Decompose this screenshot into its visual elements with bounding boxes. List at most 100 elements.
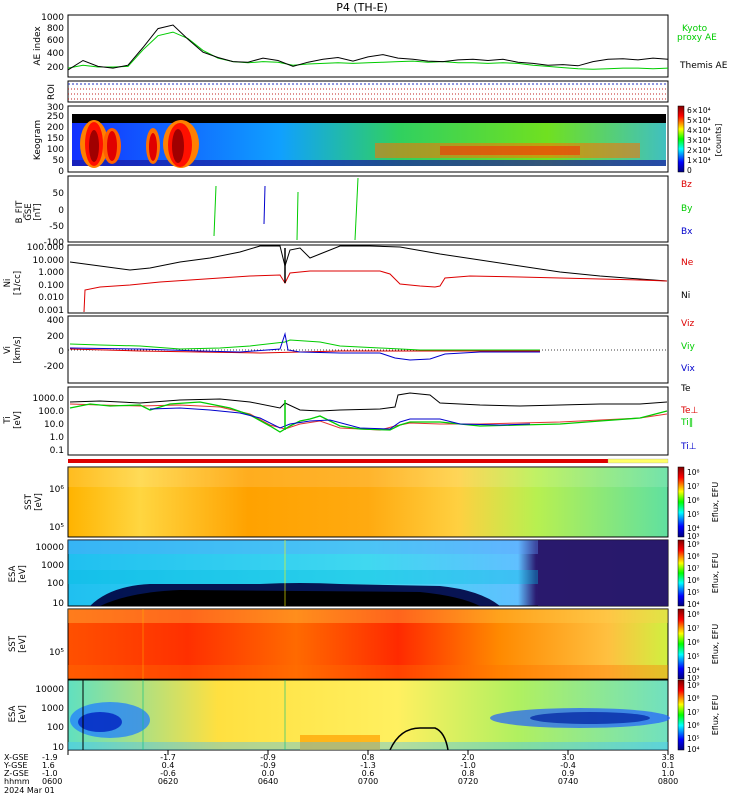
ti-ylabel-1: Ti (3, 416, 13, 424)
esa-i-cbar-label: Eflux, EFU (711, 695, 720, 736)
esa-e-cbar-label: Eflux, EFU (711, 553, 720, 594)
vi-ytick: 0 (58, 347, 64, 357)
time-tick-label: 0720 (458, 777, 478, 786)
sst-i-cbar-tick: 10⁶ (687, 638, 700, 647)
z-gse-value: 0.8 (462, 769, 475, 778)
ti-ytick: 100.0 (38, 407, 64, 417)
esa-i-cbar-tick: 10⁸ (687, 694, 700, 703)
time-tick-label: 0640 (258, 777, 278, 786)
x-gse-value: -1.7 (160, 753, 176, 762)
ti-panel: Ti [eV] 1000.0 100.0 10.0 1.0 0.1 Te Te⊥… (3, 384, 699, 456)
tipar-series (69, 401, 668, 433)
legend-bz: Bz (681, 180, 692, 190)
ae-ytick: 600 (47, 36, 64, 46)
esa-i-ylabel-1: ESA (8, 705, 18, 722)
keogram-cbar-tick: 3×10⁴ (687, 136, 711, 145)
sst-e-colorbar (677, 466, 685, 538)
sst-i-panel: SST [eV] 10⁵ 10⁸ 10⁷ 10⁶ 10⁵ 10⁴ 10³ Efl… (8, 608, 720, 683)
keogram-cbar-label: [counts] (714, 124, 723, 157)
sst-i-ylabel-1: SST (8, 635, 18, 652)
ae-ylabel: AE index (33, 26, 43, 66)
legend-viz: Viz (681, 319, 694, 329)
sst-i-cbar-tick: 10⁵ (687, 652, 700, 661)
vi-panel: Vi [km/s] 400 200 0 -200 Viz Viy Vix (3, 315, 695, 384)
esa-i-colorbar (677, 679, 685, 751)
ae-ytick: 200 (47, 63, 64, 73)
y-gse-value: -0.4 (560, 761, 576, 770)
sst-i-ylabel-2: [eV] (18, 635, 28, 653)
vix-series (69, 332, 540, 361)
esa-i-cbar-tick: 10⁴ (687, 745, 700, 754)
vi-ylabel-2: [km/s] (13, 336, 23, 363)
mode-bar-end (607, 458, 669, 464)
sst-i-cbar-tick: 10⁸ (687, 610, 700, 619)
legend-te: Te (680, 384, 691, 394)
sst-e-cbar-tick: 10⁸ (687, 468, 700, 477)
sst-e-ytick: 10⁵ (49, 523, 64, 533)
keogram-cbar-tick: 0 (687, 166, 692, 175)
vi-ytick: 400 (47, 316, 64, 326)
label-y-gse: Y-GSE (3, 761, 27, 770)
sst-e-cbar-tick: 10³ (687, 532, 700, 541)
ni-ytick: 100.000 (27, 243, 64, 253)
ae-series-kyoto (67, 31, 669, 70)
y-gse-value: 1.6 (42, 761, 55, 770)
ni-ytick: 10.000 (33, 256, 65, 266)
keogram-cbar-tick: 1×10⁴ (687, 156, 711, 165)
ni-panel: Ni [1/cc] 100.000 10.000 1.000 0.100 0.0… (3, 243, 694, 316)
x-gse-value: -0.9 (260, 753, 276, 762)
esa-i-ytick: 100 (47, 723, 64, 733)
y-gse-value: 0.1 (662, 761, 675, 770)
esa-e-ytick: 1000 (41, 561, 64, 571)
sst-e-cbar-tick: 10⁶ (687, 496, 700, 505)
bfit-ytick: 50 (53, 189, 65, 199)
esa-e-cbar-tick: 10⁷ (687, 564, 700, 573)
sst-e-ytick: 10⁶ (49, 485, 64, 495)
plot-title: P4 (TH-E) (336, 1, 388, 14)
z-gse-value: -1.0 (42, 769, 58, 778)
x-gse-value: 2.0 (462, 753, 475, 762)
mode-bar (68, 459, 608, 463)
ti-ylabel-2: [eV] (13, 411, 23, 429)
bfit-ylabel-2: GSE (24, 203, 34, 220)
x-gse-value: 3.8 (662, 753, 675, 762)
esa-i-panel: ESA [eV] 10000 1000 100 10 10⁹ 10⁸ 10⁷ 1… (8, 679, 720, 754)
sst-i-colorbar (677, 608, 685, 680)
time-tick-label: 0700 (358, 777, 378, 786)
sst-i-cbar-label: Eflux, EFU (711, 624, 720, 665)
x-gse-value: -1.9 (42, 753, 58, 762)
roi-panel: ROI (47, 80, 669, 103)
keogram-ytick: 100 (47, 145, 64, 155)
ti-ytick: 0.1 (50, 446, 64, 456)
y-gse-value: -0.9 (260, 761, 276, 770)
legend-bx: Bx (681, 227, 693, 237)
ephemeris-values: -1.9 -1.7 -0.9 0.8 2.0 3.0 3.8 1.6 0.4 -… (42, 753, 678, 786)
sst-i-cbar-tick: 10⁷ (687, 624, 700, 633)
vi-ytick: -200 (44, 362, 65, 372)
z-gse-value: 0.0 (262, 769, 275, 778)
z-gse-value: 0.6 (362, 769, 375, 778)
time-tick-label: 0740 (558, 777, 578, 786)
sst-e-panel: SST [eV] 10⁶ 10⁵ 10⁸ 10⁷ 10⁶ 10⁵ 10⁴ 10³… (24, 466, 720, 541)
ni-ytick: 1.000 (38, 268, 64, 278)
sst-i-ytick: 10⁵ (49, 648, 64, 658)
bfit-ylabel-3: [nT] (33, 203, 43, 220)
time-tick-label: 0800 (658, 777, 678, 786)
esa-e-ytick: 10 (53, 599, 65, 609)
ni-ylabel-1: Ni (3, 279, 13, 288)
sst-e-cbar-label: Eflux, EFU (711, 482, 720, 523)
y-gse-value: -1.3 (360, 761, 376, 770)
keogram-ytick: 200 (47, 123, 64, 133)
bfit-ytick: -100 (44, 238, 65, 248)
viz-series (69, 348, 540, 354)
ti-ytick: 10.0 (44, 420, 64, 430)
sst-e-cbar-tick: 10⁵ (687, 510, 700, 519)
keogram-ylabel: Keogram (33, 120, 43, 160)
ae-ytick: 1000 (41, 13, 64, 23)
z-gse-value: 1.0 (662, 769, 675, 778)
ni-ytick: 0.010 (38, 293, 64, 303)
esa-e-colorbar (677, 539, 685, 607)
bfit-panel: B_FIT GSE [nT] 50 0 -50 -100 Bz By Bx (15, 175, 693, 248)
ni-ytick: 0.100 (38, 281, 64, 291)
label-hhmm: hhmm (4, 777, 30, 786)
